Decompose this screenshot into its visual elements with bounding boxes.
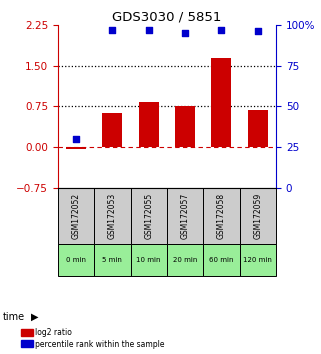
Bar (248, 110, 268, 147)
Text: 60 min: 60 min (209, 257, 234, 263)
Legend: log2 ratio, percentile rank within the sample: log2 ratio, percentile rank within the s… (20, 327, 166, 350)
Bar (203, 244, 240, 276)
Point (255, 28, 260, 34)
Bar (131, 188, 167, 244)
Bar (66, 147, 86, 149)
Text: GSM172059: GSM172059 (253, 193, 262, 239)
Bar (58, 244, 94, 276)
Bar (212, 58, 231, 147)
Text: 10 min: 10 min (136, 257, 161, 263)
Bar (58, 188, 94, 244)
Point (110, 27, 115, 33)
Point (219, 27, 224, 33)
Text: 20 min: 20 min (173, 257, 197, 263)
Text: 0 min: 0 min (66, 257, 86, 263)
Bar (240, 188, 276, 244)
Text: ▶: ▶ (30, 312, 38, 322)
Text: GSM172055: GSM172055 (144, 193, 153, 239)
Point (146, 27, 151, 33)
Bar (131, 244, 167, 276)
Bar (102, 113, 122, 147)
Text: GSM172058: GSM172058 (217, 193, 226, 239)
Text: 5 min: 5 min (102, 257, 122, 263)
Bar (240, 244, 276, 276)
Bar (175, 106, 195, 147)
Point (74, 136, 79, 142)
Bar (167, 244, 203, 276)
Point (183, 30, 188, 36)
Bar (203, 188, 240, 244)
Bar (94, 244, 131, 276)
Bar (139, 102, 159, 147)
Text: GSM172053: GSM172053 (108, 193, 117, 239)
Bar (167, 188, 203, 244)
Text: time: time (3, 312, 25, 322)
Bar (94, 188, 131, 244)
Text: GSM172057: GSM172057 (181, 193, 190, 239)
Text: GSM172052: GSM172052 (72, 193, 81, 239)
Title: GDS3030 / 5851: GDS3030 / 5851 (112, 11, 221, 24)
Text: 120 min: 120 min (243, 257, 272, 263)
